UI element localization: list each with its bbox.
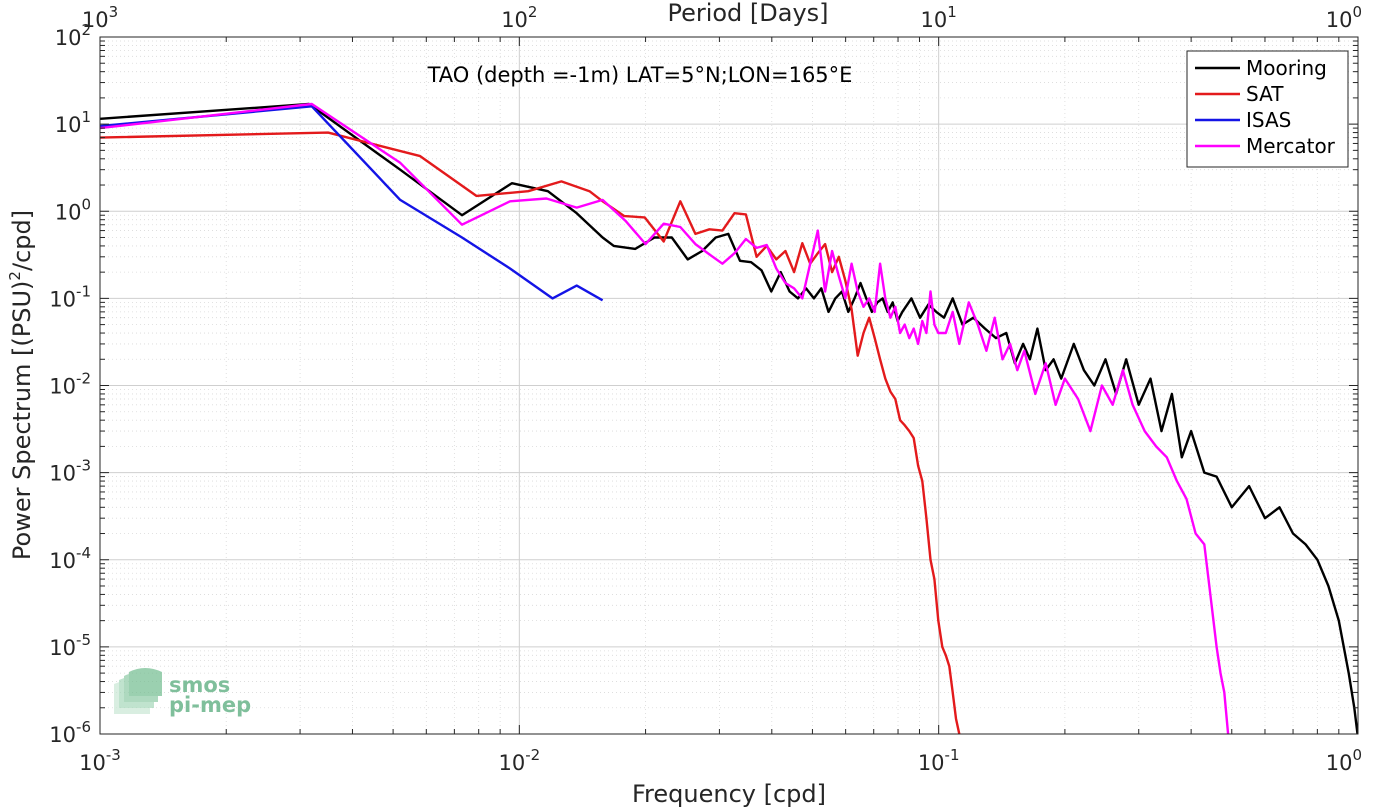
x-tick-label: 100 bbox=[1326, 746, 1362, 775]
legend-label-sat: SAT bbox=[1246, 82, 1284, 106]
top-tick-label-exp: 2 bbox=[528, 3, 538, 21]
x-tick-label-exp: -1 bbox=[945, 746, 960, 764]
y-tick-label-base: 10 bbox=[49, 462, 76, 486]
series-line-isas bbox=[100, 105, 604, 302]
y-axis-title: Power Spectrum [(PSU)2/cpd] bbox=[6, 210, 36, 560]
top-tick-label-base: 10 bbox=[501, 8, 528, 32]
x-tick-label-base: 10 bbox=[79, 751, 106, 775]
logo-text-line1: smos bbox=[169, 673, 230, 697]
series-line-mooring bbox=[100, 102, 1358, 734]
y-tick-label-base: 10 bbox=[49, 723, 76, 747]
top-tick-label: 103 bbox=[82, 3, 118, 32]
y-tick-label: 10-5 bbox=[49, 631, 91, 660]
x-tick-label: 10-2 bbox=[498, 746, 540, 775]
y-tick-label: 102 bbox=[55, 21, 91, 50]
y-tick-label-exp: -4 bbox=[76, 544, 91, 562]
y-tick-label: 101 bbox=[55, 108, 91, 137]
top-tick-label-exp: 0 bbox=[1352, 3, 1362, 21]
x-tick-label-exp: -2 bbox=[525, 746, 540, 764]
legend-label-isas: ISAS bbox=[1246, 108, 1291, 132]
x-tick-label-exp: 0 bbox=[1352, 746, 1362, 764]
legend-label-mooring: Mooring bbox=[1246, 56, 1327, 80]
top-tick-label: 101 bbox=[921, 3, 957, 32]
y-tick-label: 10-3 bbox=[49, 457, 91, 486]
y-tick-label-base: 10 bbox=[55, 200, 82, 224]
y-tick-label-exp: 0 bbox=[81, 195, 91, 213]
x-tick-label-base: 10 bbox=[1326, 751, 1353, 775]
top-tick-label-base: 10 bbox=[921, 8, 948, 32]
top-axis-title: Period [Days] bbox=[667, 0, 828, 27]
series-layer bbox=[100, 102, 1358, 734]
y-tick-label-exp: -1 bbox=[76, 282, 91, 300]
x-axis-title: Frequency [cpd] bbox=[632, 780, 826, 808]
smos-pi-mep-logo: smos pi-mep bbox=[114, 668, 251, 717]
y-axis-title-tail: /cpd] bbox=[8, 210, 36, 271]
y-axis-title-sup: 2 bbox=[6, 271, 24, 281]
y-tick-label-base: 10 bbox=[49, 287, 76, 311]
y-tick-label-exp: -6 bbox=[76, 718, 91, 736]
logo-text-line2: pi-mep bbox=[169, 693, 251, 717]
legend-box bbox=[1186, 50, 1349, 168]
legend-label-mercator: Mercator bbox=[1246, 134, 1336, 158]
y-tick-label-base: 10 bbox=[55, 26, 82, 50]
y-tick-label-exp: -3 bbox=[76, 457, 91, 475]
y-tick-label-exp: -2 bbox=[76, 370, 91, 388]
series-line-mercator bbox=[100, 102, 1230, 734]
y-tick-label: 100 bbox=[55, 195, 91, 224]
y-tick-label-base: 10 bbox=[49, 549, 76, 573]
x-tick-label: 10-3 bbox=[79, 746, 121, 775]
logo-emblem-icon bbox=[114, 668, 162, 714]
top-tick-label-exp: 3 bbox=[109, 3, 119, 21]
x-tick-label-base: 10 bbox=[918, 751, 945, 775]
y-tick-label-exp: -5 bbox=[76, 631, 91, 649]
top-tick-label: 102 bbox=[501, 3, 537, 32]
y-tick-label: 10-6 bbox=[49, 718, 91, 747]
top-tick-label: 100 bbox=[1326, 3, 1362, 32]
top-tick-label-base: 10 bbox=[1326, 8, 1353, 32]
y-tick-label-exp: 2 bbox=[81, 21, 91, 39]
y-tick-label: 10-1 bbox=[49, 282, 91, 311]
x-tick-label-base: 10 bbox=[498, 751, 525, 775]
top-tick-label-exp: 1 bbox=[947, 3, 957, 21]
x-tick-label: 10-1 bbox=[918, 746, 960, 775]
y-tick-label: 10-4 bbox=[49, 544, 91, 573]
y-tick-label-base: 10 bbox=[55, 113, 82, 137]
x-tick-label-exp: -3 bbox=[106, 746, 121, 764]
y-tick-label: 10-2 bbox=[49, 370, 91, 399]
y-axis-title-main: Power Spectrum [(PSU) bbox=[8, 281, 36, 560]
y-tick-label-base: 10 bbox=[49, 375, 76, 399]
y-tick-label-exp: 1 bbox=[81, 108, 91, 126]
y-tick-label-base: 10 bbox=[49, 636, 76, 660]
axis-ticks bbox=[99, 36, 1359, 735]
top-tick-label-base: 10 bbox=[82, 8, 109, 32]
chart-annotation: TAO (depth =-1m) LAT=5°N;LON=165°E bbox=[427, 63, 853, 87]
